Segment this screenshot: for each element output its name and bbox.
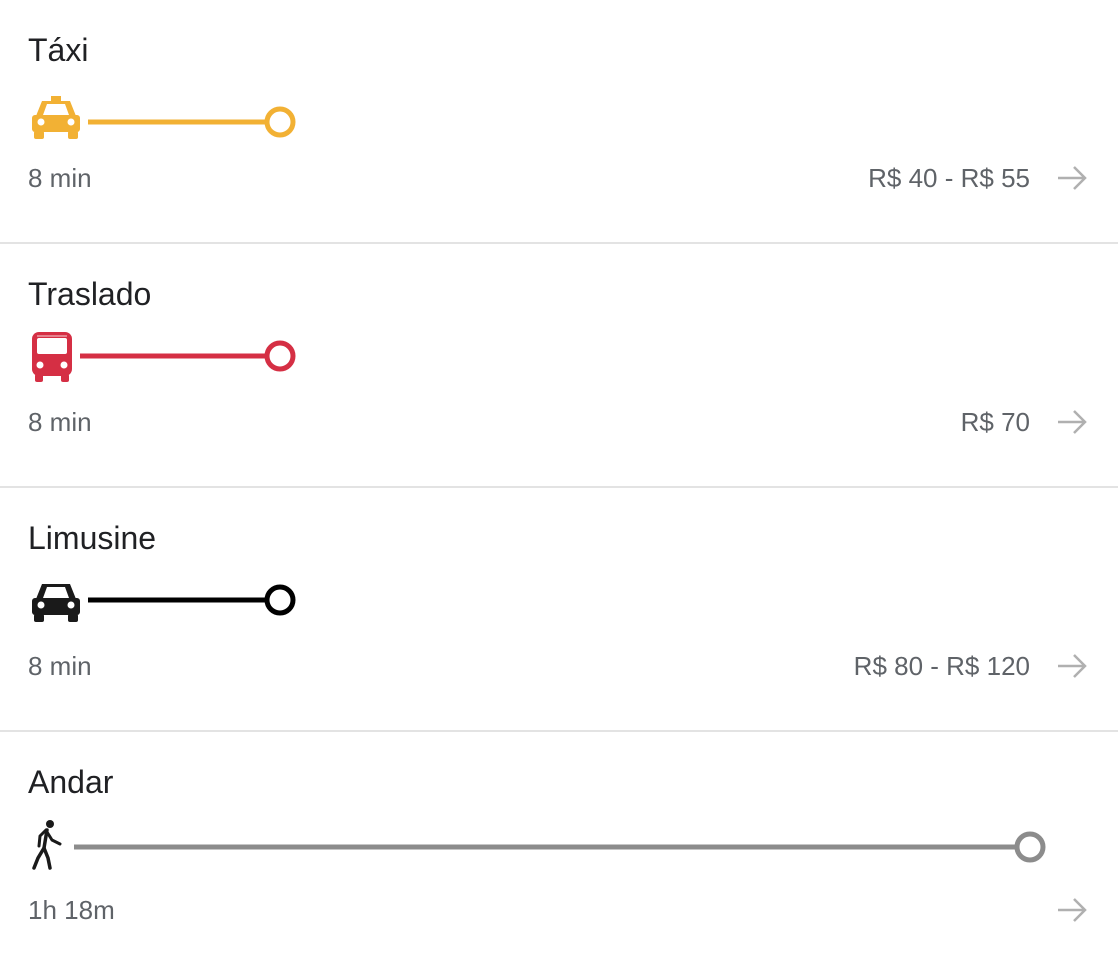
option-duration: 8 min xyxy=(28,407,92,437)
arrow-right-icon[interactable] xyxy=(1056,652,1088,680)
option-price: R$ 80 - R$ 120 xyxy=(853,651,1030,681)
route-line xyxy=(28,88,308,144)
option-duration: 1h 18m xyxy=(28,895,115,925)
destination-marker xyxy=(264,340,296,372)
option-price: R$ 40 - R$ 55 xyxy=(868,163,1030,193)
bus-icon xyxy=(32,332,72,382)
walk-icon xyxy=(32,820,62,870)
arrow-right-icon[interactable] xyxy=(1056,896,1088,924)
transport-option-taxi[interactable]: Táxi 8 min R$ 40 - R$ 55 xyxy=(0,0,1118,244)
route-line xyxy=(28,576,308,632)
route-line xyxy=(28,332,308,388)
transport-option-limousine[interactable]: Limusine 8 min R$ 80 - R$ 120 xyxy=(0,488,1118,732)
destination-marker xyxy=(1014,831,1046,863)
arrow-right-icon[interactable] xyxy=(1056,408,1088,436)
option-price: R$ 70 xyxy=(960,407,1030,437)
arrow-right-icon[interactable] xyxy=(1056,164,1088,192)
destination-marker xyxy=(264,584,296,616)
transport-option-shuttle[interactable]: Traslado 8 min R$ 70 xyxy=(0,244,1118,488)
option-title: Andar xyxy=(28,764,114,800)
transport-option-walk[interactable]: Andar 1h 18m xyxy=(0,732,1118,964)
car-icon xyxy=(32,584,80,622)
option-title: Traslado xyxy=(28,276,152,312)
taxi-icon xyxy=(32,96,80,139)
option-title: Táxi xyxy=(28,32,89,68)
option-title: Limusine xyxy=(28,520,157,556)
route-line xyxy=(28,820,1058,876)
option-duration: 8 min xyxy=(28,163,92,193)
destination-marker xyxy=(264,106,296,138)
option-duration: 8 min xyxy=(28,651,92,681)
